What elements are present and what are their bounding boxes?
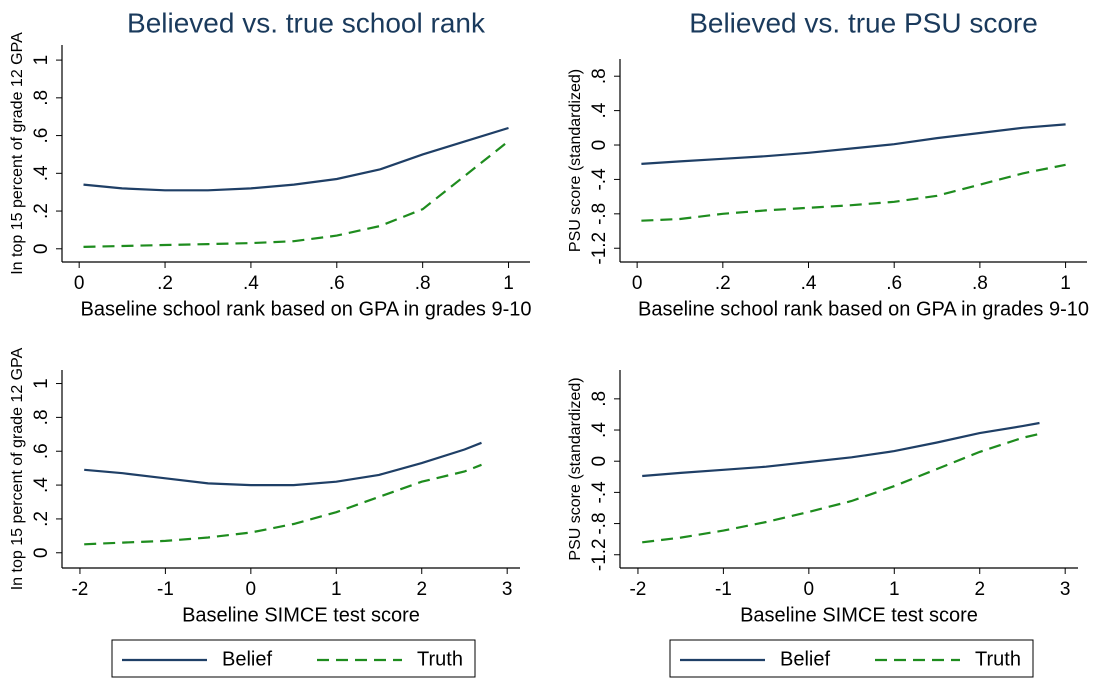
data-line	[641, 163, 1066, 222]
data-line	[83, 140, 510, 248]
x-tick-label: 2	[974, 579, 985, 600]
y-tick-label: .6	[31, 443, 52, 459]
y-axis-label: PSU score (standardized)	[567, 69, 584, 252]
x-tick-label: 1	[1060, 273, 1071, 294]
y-tick-label: 0	[31, 244, 52, 255]
x-tick-label: 0	[804, 579, 815, 600]
x-axis-label: Baseline SIMCE test score	[182, 604, 420, 626]
y-tick-label: 0	[589, 456, 610, 467]
x-tick-label: 0	[74, 273, 85, 294]
chart-title: Believed vs. true PSU score	[689, 7, 1038, 38]
chart-title: Believed vs. true school rank	[127, 7, 486, 38]
x-tick-label: -1	[715, 579, 732, 600]
y-tick-label: 0	[589, 140, 610, 151]
x-tick-label: .6	[886, 273, 902, 294]
x-tick-label: .2	[157, 273, 173, 294]
x-axis-label: Baseline school rank based on GPA in gra…	[638, 298, 1089, 320]
x-tick-label: 2	[416, 579, 427, 600]
legend-box	[111, 639, 476, 678]
x-tick-label: .4	[243, 273, 259, 294]
x-tick-label: 1	[503, 273, 514, 294]
x-tick-label: .4	[801, 273, 817, 294]
data-line	[642, 421, 1040, 478]
data-line	[642, 432, 1040, 544]
y-axis-label: PSU score (standardized)	[567, 377, 584, 560]
legend-box	[669, 639, 1034, 678]
x-tick-label: .2	[715, 273, 731, 294]
legend-label: Belief	[222, 648, 272, 670]
y-tick-label: .4	[589, 422, 610, 438]
x-tick-label: 3	[1060, 579, 1071, 600]
x-tick-label: .8	[972, 273, 988, 294]
x-tick-label: 1	[889, 579, 900, 600]
x-axis-label: Baseline SIMCE test score	[740, 604, 978, 626]
y-tick-label: -.4	[589, 481, 610, 504]
x-tick-label: 0	[632, 273, 643, 294]
y-axis-label: In top 15 percent of grade 12 GPA	[9, 347, 26, 590]
y-tick-label: -.8	[589, 203, 610, 225]
y-tick-label: .4	[589, 102, 610, 118]
x-tick-label: 0	[246, 579, 257, 600]
y-tick-label: .4	[31, 477, 52, 493]
y-tick-label: 0	[31, 547, 52, 558]
y-tick-label: -.8	[589, 512, 610, 534]
y-tick-label: .8	[589, 391, 610, 407]
y-tick-label: 1	[31, 378, 52, 389]
x-tick-label: -1	[157, 579, 174, 600]
y-tick-label: .8	[31, 90, 52, 106]
y-tick-label: .4	[31, 165, 52, 181]
x-axis-label: Baseline school rank based on GPA in gra…	[80, 298, 531, 320]
legend-label: Truth	[975, 648, 1021, 670]
legend-label: Truth	[417, 648, 463, 670]
data-line	[84, 463, 482, 546]
legend-label: Belief	[780, 648, 830, 670]
x-tick-label: .8	[415, 273, 431, 294]
y-tick-label: .8	[31, 409, 52, 425]
x-tick-label: 1	[331, 579, 342, 600]
x-tick-label: .6	[329, 273, 345, 294]
y-axis-label: In top 15 percent of grade 12 GPA	[9, 32, 26, 275]
y-tick-label: .2	[31, 511, 52, 527]
y-tick-label: .6	[31, 128, 52, 144]
y-tick-label: .2	[31, 203, 52, 219]
y-tick-label: 1	[31, 55, 52, 66]
x-tick-label: 3	[502, 579, 513, 600]
x-tick-label: -2	[71, 579, 88, 600]
y-tick-label: -.4	[589, 168, 610, 191]
data-line	[641, 123, 1066, 165]
x-tick-label: -2	[629, 579, 646, 600]
y-tick-label: .8	[589, 68, 610, 84]
y-tick-label: -1.2	[589, 232, 610, 265]
y-tick-label: -1.2	[589, 538, 610, 571]
data-line	[83, 126, 509, 192]
data-line	[84, 441, 482, 487]
